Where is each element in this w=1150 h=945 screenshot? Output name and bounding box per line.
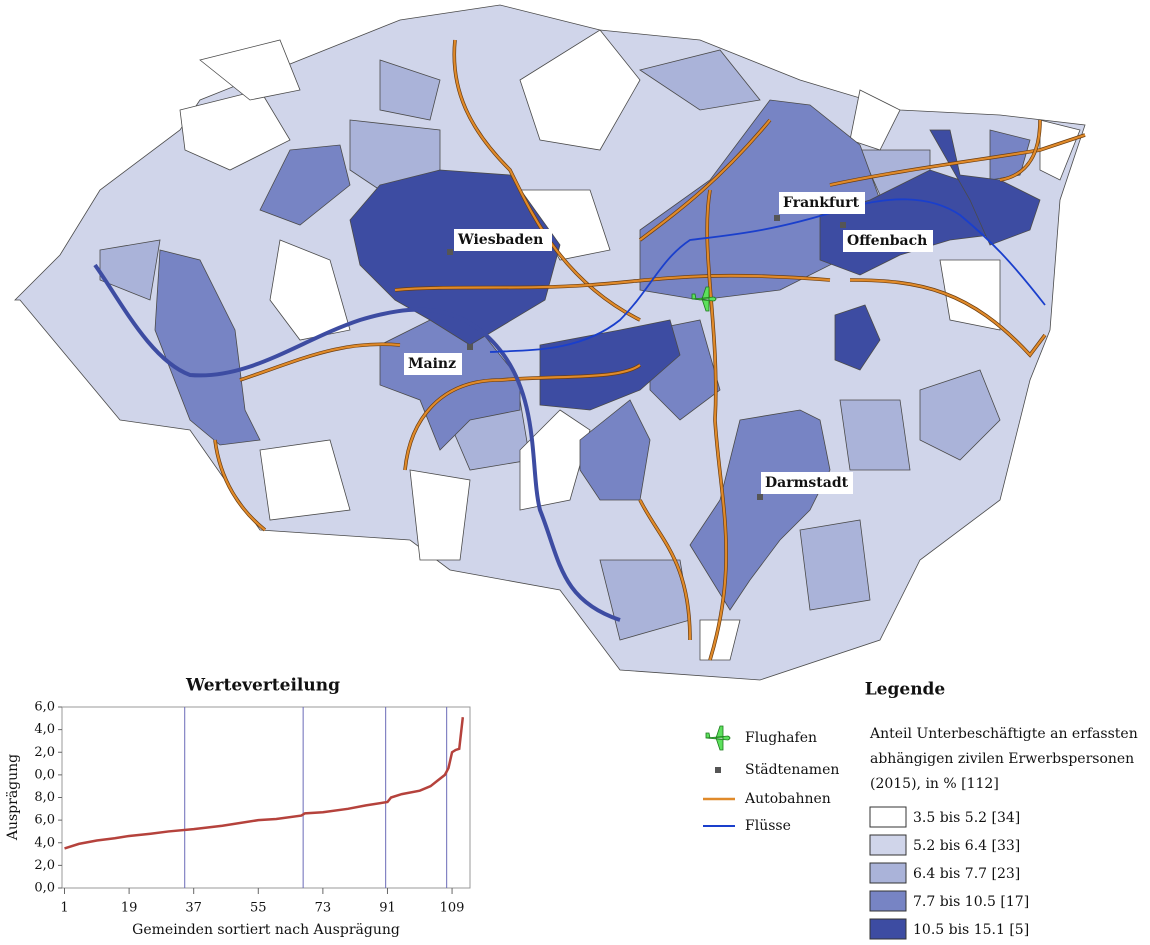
region — [919, 369, 1001, 461]
legend-description: (2015), in % [112] — [870, 776, 999, 792]
legend-class-label: 7.7 bis 10.5 [17] — [913, 894, 1029, 910]
x-tick-label: 73 — [315, 901, 332, 916]
highway — [453, 39, 641, 321]
city-label: Darmstadt — [765, 475, 849, 491]
region — [409, 469, 471, 561]
region — [1039, 119, 1081, 181]
x-tick-label: 91 — [379, 901, 396, 916]
region — [839, 399, 911, 471]
y-tick-label: 8,0 — [34, 790, 55, 805]
city-label: Mainz — [408, 356, 456, 372]
distribution-line — [64, 717, 465, 850]
y-tick-label: 0,0 — [34, 881, 55, 896]
x-tick-label: 1 — [60, 901, 68, 916]
legend-swatch — [869, 862, 907, 884]
river-main — [489, 198, 1046, 353]
legend-class-label: 10.5 bis 15.1 [5] — [913, 922, 1029, 938]
x-tick-label: 19 — [121, 901, 138, 916]
legend-class-label: 5.2 bis 6.4 [33] — [913, 838, 1020, 854]
region — [519, 29, 641, 151]
region — [699, 619, 741, 661]
highway — [829, 133, 1086, 187]
x-tick-label: 55 — [250, 901, 267, 916]
legend-symbol-label: Flüsse — [745, 818, 791, 834]
city-marker — [447, 249, 453, 255]
highway — [403, 364, 641, 471]
highway — [213, 439, 266, 531]
region — [259, 144, 351, 226]
region — [259, 439, 351, 521]
city-label-box — [761, 472, 853, 494]
region — [379, 59, 441, 121]
highway — [639, 499, 692, 641]
highway — [999, 119, 1042, 182]
legend-symbol-label: Autobahnen — [744, 791, 831, 807]
region — [199, 39, 301, 101]
city-label-box — [843, 230, 933, 252]
airport-icon — [705, 725, 731, 751]
region — [929, 129, 1041, 246]
legend-symbol-label: Flughafen — [745, 730, 817, 746]
chart-title: Werteverteilung — [185, 676, 340, 696]
legend-symbol-label: Städtenamen — [745, 762, 839, 778]
legend-swatch — [869, 890, 907, 912]
legend-description: abhängigen zivilen Erwerbspersonen — [870, 751, 1134, 767]
city-label: Wiesbaden — [457, 232, 543, 248]
legend-swatch — [869, 918, 907, 940]
highway — [239, 343, 401, 382]
y-axis-label: Ausprägung — [5, 754, 21, 841]
airport-icon — [691, 286, 717, 312]
map — [14, 4, 1086, 681]
city-marker — [840, 222, 846, 228]
city-marker — [467, 344, 473, 350]
legend-swatch — [869, 834, 907, 856]
region — [639, 49, 761, 111]
region — [849, 89, 901, 151]
plot-area — [61, 706, 471, 889]
y-tick-label: 0,0 — [34, 767, 55, 782]
highway — [639, 119, 771, 241]
city-label-box — [779, 192, 865, 214]
city-marker — [774, 215, 780, 221]
x-tick-label: 109 — [440, 901, 465, 916]
city-label: Offenbach — [847, 233, 927, 249]
region — [939, 259, 1001, 331]
legend-class-label: 6.4 bis 7.7 [23] — [913, 866, 1020, 882]
river-rhine — [93, 263, 621, 622]
city-label-box — [454, 229, 552, 251]
region — [349, 169, 561, 346]
y-tick-label: 4,0 — [34, 835, 55, 850]
region — [834, 304, 881, 371]
y-tick-label: 2,0 — [34, 858, 55, 873]
highway — [849, 278, 1046, 357]
highway — [394, 274, 831, 292]
x-tick-label: 37 — [185, 901, 202, 916]
y-tick-label: 4,0 — [34, 722, 55, 737]
legend-description: Anteil Unterbeschäftigte an erfassten — [869, 726, 1138, 742]
y-tick-label: 2,0 — [34, 745, 55, 760]
region — [799, 519, 871, 611]
y-tick-label: 6,0 — [34, 700, 55, 715]
legend-swatch — [869, 806, 907, 828]
x-axis-label: Gemeinden sortiert nach Ausprägung — [132, 922, 400, 938]
highway — [706, 189, 728, 661]
city-label-box — [404, 353, 462, 375]
legend-title: Legende — [865, 680, 946, 700]
city-marker — [757, 494, 763, 500]
legend-square — [715, 767, 721, 773]
city-label: Frankfurt — [783, 195, 860, 211]
legend-class-label: 3.5 bis 5.2 [34] — [913, 810, 1020, 826]
y-tick-label: 6,0 — [34, 813, 55, 828]
